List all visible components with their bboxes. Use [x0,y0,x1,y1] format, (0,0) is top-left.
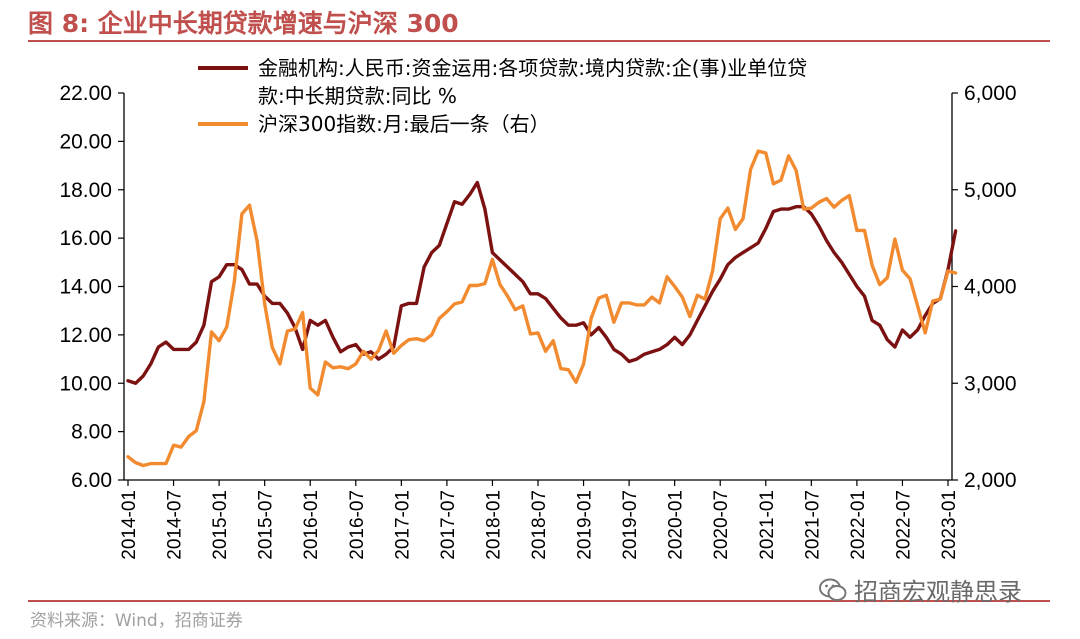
legend-item-loan-growth-label: 款:中长期贷款:同比 % [258,84,457,108]
wechat-icon [819,578,847,601]
x-tick-label: 2017-07 [438,490,459,560]
y-left-tick-label: 12.00 [59,324,112,347]
x-tick-label: 2023-01 [939,490,960,560]
x-tick-label: 2016-07 [347,490,368,560]
x-tick-label: 2015-01 [210,490,231,560]
legend-item-loan-growth-label: 金融机构:人民币:资金运用:各项贷款:境内贷款:企(事)业单位贷 [258,56,807,80]
y-left-tick-label: 20.00 [59,130,112,153]
y-right-tick-label: 4,000 [964,276,1017,299]
x-tick-label: 2021-01 [757,490,778,560]
x-tick-label: 2018-01 [483,490,504,560]
y-right-tick-label: 5,000 [964,179,1017,202]
title-divider [28,40,1050,42]
y-left-tick-label: 8.00 [71,421,112,444]
chart-legend: 金融机构:人民币:资金运用:各项贷款:境内贷款:企(事)业单位贷款:中长期贷款:… [198,56,807,136]
y-right-tick-label: 3,000 [964,372,1017,395]
x-tick-label: 2022-01 [848,490,869,560]
y-right-tick-label: 6,000 [964,82,1017,105]
x-tick-label: 2015-07 [256,490,277,560]
figure-title: 图 8: 企业中长期贷款增速与沪深 300 [28,9,459,38]
series-line-csi300 [126,149,958,468]
y-left-tick-label: 22.00 [59,82,112,105]
y-left-tick-label: 16.00 [59,227,112,250]
x-tick-label: 2020-07 [711,490,732,560]
y-left-tick-label: 6.00 [71,469,112,492]
x-tick-label: 2016-01 [301,490,322,560]
y-left-tick-label: 18.00 [59,179,112,202]
y-left-tick-label: 10.00 [59,372,112,395]
x-tick-label: 2014-07 [165,490,186,560]
x-tick-label: 2021-07 [802,490,823,560]
chart-axes: 6.00 8.00 10.00 12.00 14.00 16.00 18.00 20.00 22… [59,82,1016,560]
x-tick-label: 2019-07 [620,490,641,560]
y-right-tick-label: 2,000 [964,469,1017,492]
x-tick-label: 2019-01 [575,490,596,560]
footer-divider [28,600,1050,602]
legend-item-csi300-label: 沪深300指数:月:最后一条（右） [258,112,550,136]
x-tick-label: 2020-01 [666,490,687,560]
x-tick-label: 2014-01 [119,490,140,560]
source-note: 资料来源：Wind，招商证券 [30,611,243,631]
x-tick-label: 2018-07 [529,490,550,560]
watermark: 招商宏观静思录 [818,572,1022,607]
line-chart: 6.00 8.00 10.00 12.00 14.00 16.00 18.00 20.00 22… [59,56,1016,560]
series-layer [126,149,958,468]
watermark-text: 招商宏观静思录 [854,578,1022,606]
x-tick-label: 2017-01 [392,490,413,560]
x-tick-label: 2022-07 [893,490,914,560]
y-left-tick-label: 14.00 [59,276,112,299]
series-line-loan-growth [126,180,958,385]
